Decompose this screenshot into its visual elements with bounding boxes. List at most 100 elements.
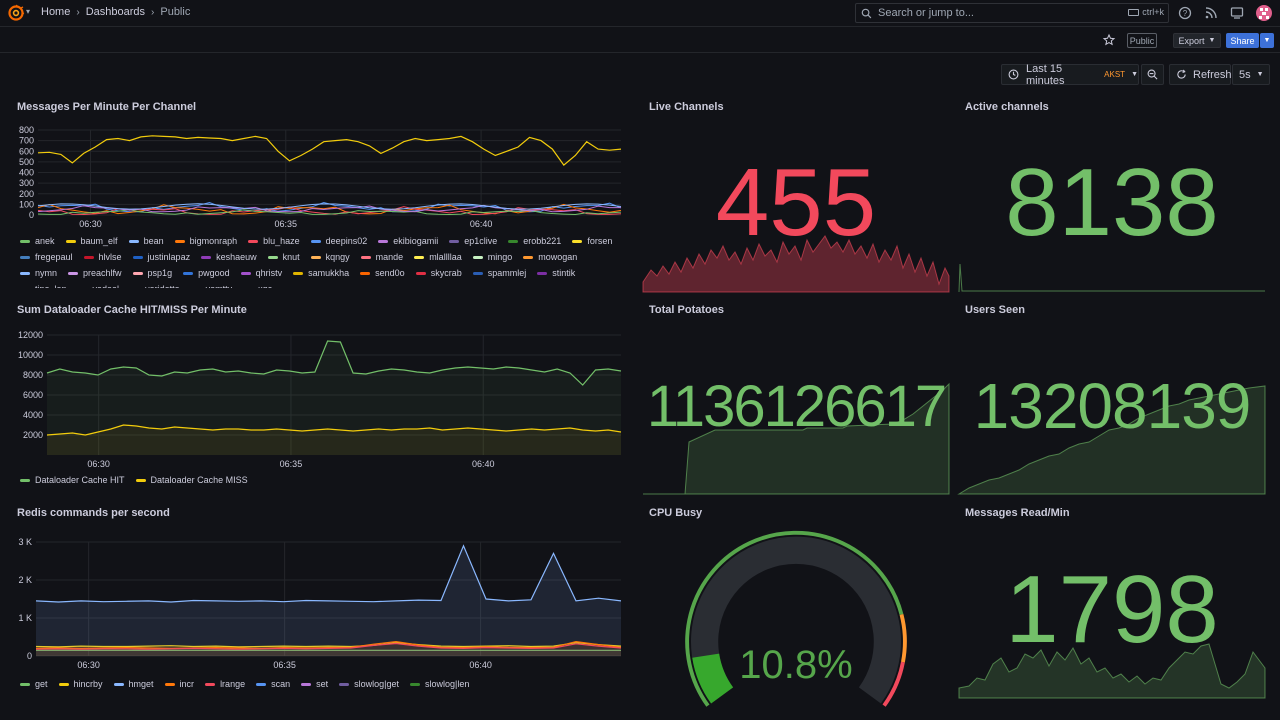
- dataloader-chart[interactable]: 2000 4000 6000 8000 10000 12000 06:30 06:35 06:4…: [0, 325, 640, 473]
- y-tick-label: 700: [19, 136, 34, 146]
- zoom-out-button[interactable]: [1141, 64, 1164, 85]
- legend-item[interactable]: skycrab: [415, 265, 462, 281]
- legend-item[interactable]: scan: [256, 676, 290, 692]
- legend-item[interactable]: knut: [267, 249, 300, 265]
- legend-color-swatch: [132, 255, 143, 259]
- refresh-interval-picker[interactable]: 5s ▼: [1232, 64, 1270, 85]
- star-icon[interactable]: [1102, 33, 1116, 46]
- panel-title: Messages Read/Min: [965, 507, 1070, 519]
- legend-item[interactable]: deepins02: [310, 233, 367, 249]
- legend-color-swatch: [190, 287, 201, 288]
- panel-dataloader: Sum Dataloader Cache HIT/MISS Per Minute: [0, 304, 640, 494]
- legend-color-swatch: [572, 239, 583, 243]
- legend-item[interactable]: hlvlse: [83, 249, 122, 265]
- legend-item[interactable]: bigmonraph: [174, 233, 237, 249]
- refresh-button[interactable]: Refresh: [1169, 64, 1232, 85]
- legend-item[interactable]: nymn: [20, 265, 57, 281]
- legend-item[interactable]: varidetta: [130, 281, 180, 288]
- refresh-interval-label: 5s: [1239, 68, 1251, 81]
- legend-color-swatch: [183, 271, 194, 275]
- legend-color-swatch: [523, 255, 534, 259]
- legend-item[interactable]: tipo_lon: [20, 281, 67, 288]
- clock-icon: [1008, 69, 1019, 80]
- legend-item[interactable]: pwgood: [183, 265, 230, 281]
- legend-item[interactable]: ekibiogamii: [378, 233, 438, 249]
- legend-item[interactable]: kqngy: [310, 249, 350, 265]
- cpu-busy-gauge: [685, 530, 907, 707]
- legend-item[interactable]: slowlog|len: [410, 676, 469, 692]
- legend-item[interactable]: hincrby: [58, 676, 103, 692]
- legend-item[interactable]: incr: [164, 676, 194, 692]
- legend-color-swatch: [77, 287, 88, 288]
- user-avatar[interactable]: [1256, 5, 1272, 21]
- panel-live-channels: Live Channels: [632, 101, 952, 293]
- legend-item[interactable]: Dataloader Cache HIT: [20, 472, 125, 488]
- legend-label: bean: [143, 236, 164, 246]
- legend-item[interactable]: samukkha: [293, 265, 349, 281]
- grafana-logo-icon[interactable]: [8, 4, 25, 21]
- legend-item[interactable]: preachlfw: [68, 265, 122, 281]
- breadcrumb-dashboards[interactable]: Dashboards: [85, 6, 146, 18]
- legend-label: vadeal: [93, 284, 120, 288]
- legend-item[interactable]: ep1clive: [449, 233, 497, 249]
- legend-item[interactable]: send0o: [360, 265, 405, 281]
- legend-item[interactable]: anek: [20, 233, 55, 249]
- export-button[interactable]: Export ▼: [1173, 33, 1221, 48]
- legend-item[interactable]: justinlapaz: [132, 249, 190, 265]
- series-line: [46, 340, 622, 386]
- legend-color-swatch: [20, 255, 30, 259]
- legend-item[interactable]: mlallllaa: [414, 249, 462, 265]
- legend-item[interactable]: xqc: [243, 281, 272, 288]
- users-seen-value: 13208139: [973, 370, 1252, 442]
- legend-item[interactable]: bean: [128, 233, 164, 249]
- legend-item[interactable]: keshaeuw: [201, 249, 257, 265]
- legend-item[interactable]: forsen: [572, 233, 612, 249]
- help-icon[interactable]: ?: [1178, 6, 1192, 20]
- legend-item[interactable]: qhristv: [240, 265, 282, 281]
- breadcrumb: Home › Dashboards › Public: [41, 6, 190, 18]
- redis-chart[interactable]: 0 1 K 2 K 3 K 06:30 06:35 06:40: [0, 530, 640, 676]
- legend-item[interactable]: mande: [360, 249, 404, 265]
- legend-item[interactable]: hmget: [113, 676, 154, 692]
- legend-label: varidetta: [145, 284, 180, 288]
- live-channels-value: 455: [715, 149, 877, 256]
- legend-item[interactable]: fregepaul: [20, 249, 73, 265]
- legend-item[interactable]: vomttv: [190, 281, 232, 288]
- legend-item[interactable]: lrange: [205, 676, 245, 692]
- panel-cpu-busy: CPU Busy: [632, 507, 952, 699]
- legend-item[interactable]: spammlej: [472, 265, 527, 281]
- legend-label: spammlej: [487, 268, 527, 278]
- legend-label: mande: [375, 252, 404, 262]
- legend-item[interactable]: slowlog|get: [339, 676, 399, 692]
- news-feed-icon[interactable]: [1204, 6, 1218, 20]
- public-badge-label: Public: [1129, 35, 1155, 46]
- legend-item[interactable]: erobb221: [508, 233, 561, 249]
- legend-label: erobb221: [523, 236, 562, 246]
- legend-item[interactable]: psp1g: [132, 265, 172, 281]
- legend-label: send0o: [375, 268, 405, 278]
- breadcrumb-home[interactable]: Home: [41, 6, 71, 18]
- kiosk-mode-icon[interactable]: [1230, 6, 1244, 20]
- series-line-channel: [37, 203, 622, 215]
- legend-item[interactable]: baum_elf: [65, 233, 118, 249]
- time-range-picker[interactable]: Last 15 minutes AKST ▼: [1001, 62, 1139, 87]
- x-tick-label: 06:35: [275, 219, 298, 229]
- legend-item[interactable]: blu_haze: [248, 233, 300, 249]
- share-dropdown-button[interactable]: ▼: [1260, 33, 1274, 48]
- legend-item[interactable]: Dataloader Cache MISS: [135, 472, 248, 488]
- legend-item[interactable]: stintik: [537, 265, 575, 281]
- legend-item[interactable]: mowogan: [523, 249, 577, 265]
- chevron-right-icon: ›: [151, 6, 155, 18]
- legend-item[interactable]: set: [301, 676, 328, 692]
- share-button[interactable]: Share: [1226, 33, 1259, 48]
- search-input[interactable]: Search or jump to... ctrl+k: [855, 3, 1169, 23]
- legend-item[interactable]: mingo: [472, 249, 512, 265]
- legend-color-swatch: [135, 478, 146, 482]
- search-shortcut: ctrl+k: [1128, 7, 1164, 17]
- logo-caret-icon[interactable]: ▾: [26, 7, 31, 16]
- time-range-label: Last 15 minutes: [1026, 62, 1065, 87]
- legend-color-swatch: [201, 255, 212, 259]
- legend-item[interactable]: get: [20, 676, 48, 692]
- legend-item[interactable]: vadeal: [77, 281, 120, 288]
